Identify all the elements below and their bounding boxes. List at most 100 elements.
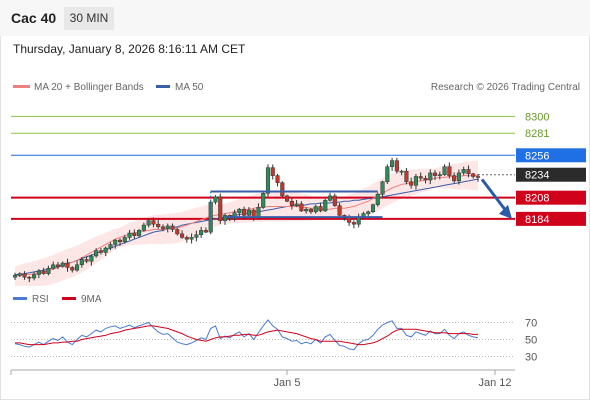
candle-body [113, 239, 118, 245]
candle-body [184, 237, 189, 240]
candle-body [428, 172, 433, 181]
candle-body [471, 173, 476, 177]
pattern-overlays [210, 178, 512, 226]
candle-body [127, 232, 132, 238]
candle-body [60, 262, 65, 267]
chart-header: Cac 40 30 MIN [0, 0, 590, 36]
candle-body [265, 167, 271, 194]
candle-body [175, 229, 180, 235]
candle-body [146, 220, 151, 226]
candle-body [423, 178, 428, 181]
candle-body [27, 276, 32, 279]
candle-body [141, 224, 146, 231]
current-price-badge [516, 167, 586, 182]
timeframe-button[interactable]: 30 MIN [64, 7, 114, 30]
x-tick-label: Jan 12 [478, 377, 511, 389]
level-label-8300: 8300 [525, 111, 549, 123]
candle-body [22, 273, 27, 278]
candle-body [442, 166, 447, 175]
candle-body [261, 193, 266, 208]
rsi-legend-swatch [13, 297, 27, 300]
pivot-badge [516, 148, 586, 163]
candle-body [413, 176, 418, 186]
candle-body [380, 181, 385, 195]
candle-body [437, 174, 442, 176]
candle-body [399, 170, 404, 173]
moving-average-layer [14, 175, 479, 277]
candle-body [108, 244, 113, 249]
level-labels-layer: 8300 8281 8256 8234 8208 8184 [516, 111, 586, 226]
candle-body [132, 232, 137, 236]
candle-body [84, 259, 89, 262]
candle-body [12, 275, 18, 278]
candle-body [404, 170, 409, 183]
ma20-legend-swatch [13, 85, 30, 88]
candle-body [256, 207, 261, 218]
x-axis-ticks: Jan 5 Jan 12 [10, 370, 512, 389]
rsi-tick-50: 50 [525, 335, 537, 347]
candle-body [194, 234, 199, 238]
candle-body [89, 255, 94, 262]
candle-body [237, 208, 242, 213]
level-label-8256: 8256 [525, 150, 549, 162]
candle-body [475, 176, 481, 178]
candle-body [246, 209, 251, 216]
x-tick-label: Jan 5 [274, 377, 301, 389]
candle-body [17, 273, 22, 276]
candle-body [70, 267, 75, 271]
level-label-8234: 8234 [525, 170, 549, 182]
candle-body [51, 264, 56, 269]
ma20-legend-label: MA 20 + Bollinger Bands [34, 82, 144, 93]
candle-body [375, 193, 380, 205]
candle-body [32, 274, 37, 279]
candle-body [94, 250, 99, 257]
candle-body [294, 203, 299, 206]
ma50-legend-label: MA 50 [175, 82, 204, 93]
candle-body [79, 259, 84, 266]
ma50-line [15, 178, 479, 275]
candle-body [75, 264, 80, 271]
timestamp: Thursday, January 8, 2026 8:16:11 AM CET [13, 42, 246, 56]
symbol-title: Cac 40 [11, 10, 57, 26]
candle-body [151, 220, 156, 225]
candle-body [447, 166, 452, 176]
candle-body [199, 230, 204, 236]
candle-body [337, 205, 342, 216]
candle-body [36, 270, 41, 275]
candle-body [170, 225, 175, 230]
candle-body [137, 230, 142, 236]
candle-body [452, 175, 457, 182]
candle-body [313, 206, 318, 213]
candle-body [366, 211, 371, 214]
candle-body [466, 169, 471, 175]
candle-body [232, 212, 237, 220]
candle-body [308, 208, 313, 213]
candle-body [103, 247, 108, 253]
candle-body [461, 169, 466, 174]
ma20-line [14, 175, 478, 277]
candle-body [432, 172, 438, 176]
candle-body [394, 160, 399, 172]
candle-body [160, 226, 166, 229]
support-badge-8184 [516, 211, 586, 226]
candle-body [180, 233, 185, 238]
copyright-label: Research © 2026 Trading Central [431, 82, 580, 93]
candle-body [280, 182, 285, 197]
candle-body [318, 206, 323, 212]
bollinger-band-layer [15, 160, 478, 287]
candle-body [323, 200, 328, 212]
candle-body [351, 222, 356, 225]
forecast-arrow-shaft [480, 178, 508, 212]
candle-body [165, 225, 170, 229]
candle-body [390, 160, 395, 168]
candle-body [122, 237, 127, 243]
bollinger-band [15, 160, 478, 287]
candle-body [203, 230, 208, 233]
rsi-legend-label: RSI [32, 294, 49, 305]
ma9-legend-label: 9MA [81, 294, 102, 305]
rsi-line [14, 319, 479, 351]
candle-body [41, 270, 46, 274]
candles-layer [12, 157, 481, 283]
candle-body [356, 216, 361, 225]
